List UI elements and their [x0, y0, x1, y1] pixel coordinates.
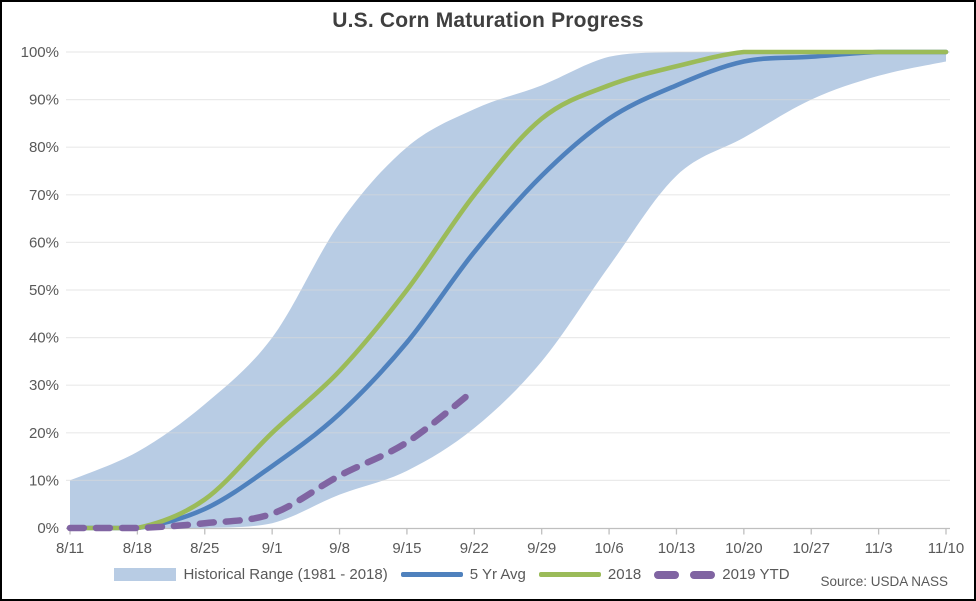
x-axis-label: 8/18	[123, 540, 152, 557]
y-axis-label: 0%	[37, 520, 59, 537]
series-line-2019-ytd	[66, 386, 478, 532]
x-axis-label: 9/15	[392, 540, 421, 557]
series-2018-swatch	[538, 572, 601, 577]
legend-item-historical-range: Historical Range (1981 - 2018)	[114, 566, 388, 583]
y-axis-label: 50%	[29, 282, 59, 299]
source-note: Source: USDA NASS	[820, 574, 948, 589]
series-line-2018	[67, 49, 949, 531]
x-axis-label: 9/1	[262, 540, 283, 557]
legend-item-2018: 2018	[538, 566, 642, 583]
y-axis-label: 40%	[29, 330, 59, 347]
x-axis-label: 10/13	[658, 540, 696, 557]
x-axis-label: 10/20	[725, 540, 763, 557]
chart-legend: Historical Range (1981 - 2018) 5 Yr Avg …	[2, 566, 902, 583]
y-axis-label: 90%	[29, 92, 59, 109]
historical-range-swatch	[114, 568, 177, 581]
y-axis-label: 20%	[29, 425, 59, 442]
legend-item-2019-ytd: 2019 YTD	[654, 566, 790, 583]
y-axis-label: 70%	[29, 187, 59, 204]
x-axis-label: 9/22	[460, 540, 489, 557]
y-axis-label: 80%	[29, 139, 59, 156]
x-axis-label: 8/11	[56, 540, 84, 557]
y-axis-label: 60%	[29, 234, 59, 251]
x-axis-label: 10/6	[594, 540, 623, 557]
series-2019-ytd-swatch	[654, 570, 716, 579]
legend-label-5yr-avg: 5 Yr Avg	[469, 566, 526, 583]
legend-label-historical-range: Historical Range (1981 - 2018)	[183, 566, 388, 583]
series-line-5-yr-avg	[67, 49, 949, 531]
x-axis-label: 8/25	[190, 540, 219, 557]
legend-label-2018: 2018	[607, 566, 642, 583]
chart-title: U.S. Corn Maturation Progress	[332, 9, 644, 32]
legend-item-5yr-avg: 5 Yr Avg	[400, 566, 526, 583]
legend-label-2019-ytd: 2019 YTD	[722, 566, 790, 583]
y-axis-label: 30%	[29, 377, 59, 394]
x-axis-label: 9/29	[527, 540, 556, 557]
y-axis-label: 100%	[21, 44, 59, 61]
five-yr-avg-swatch	[400, 572, 463, 577]
x-axis-label: 10/27	[792, 540, 830, 557]
x-axis-label: 11/10	[928, 540, 964, 557]
y-axis-label: 10%	[29, 472, 59, 489]
x-axis-label: 11/3	[865, 540, 893, 557]
x-axis-label: 9/8	[329, 540, 350, 557]
